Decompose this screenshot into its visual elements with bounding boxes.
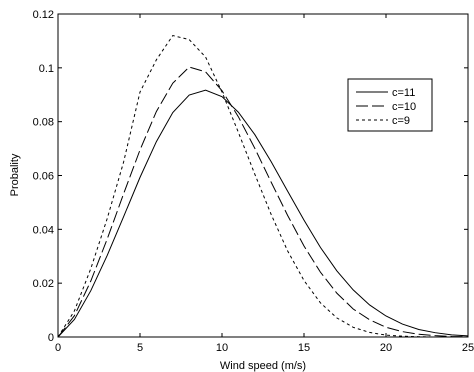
y-axis-title: Probality [9, 153, 21, 196]
y-tick-label: 0.02 [33, 278, 54, 290]
x-axis-title: Wind speed (m/s) [220, 360, 306, 372]
legend-label: c=10 [392, 101, 416, 113]
series-line-c11 [57, 89, 469, 338]
legend: c=11 c=10 c=9 [347, 78, 433, 132]
y-tick-labels: 0 0.02 0.04 0.06 0.08 0.1 0.12 [33, 9, 54, 344]
plot-area [57, 13, 469, 338]
series-lines [57, 34, 469, 338]
y-tick-label: 0.08 [33, 117, 54, 129]
x-tick-label: 15 [298, 342, 310, 354]
y-tick-label: 0.06 [33, 171, 54, 183]
series-line-c9 [57, 34, 468, 338]
x-tick-label: 20 [380, 342, 392, 354]
x-tick-label: 5 [137, 342, 143, 354]
legend-box [347, 78, 433, 132]
y-tick-label: 0.1 [39, 63, 54, 75]
y-tick-label: 0.12 [33, 9, 54, 21]
legend-label: c=11 [392, 87, 415, 99]
series-line-c10 [57, 66, 469, 338]
x-tick-label: 25 [462, 342, 474, 354]
x-tick-label: 10 [216, 342, 228, 354]
legend-label: c=9 [392, 115, 410, 127]
y-tick-label: 0 [48, 332, 54, 344]
x-tick-labels: 0 5 10 15 20 25 [55, 342, 474, 354]
x-tick-label: 0 [55, 342, 61, 354]
y-tick-label: 0.04 [33, 224, 54, 236]
